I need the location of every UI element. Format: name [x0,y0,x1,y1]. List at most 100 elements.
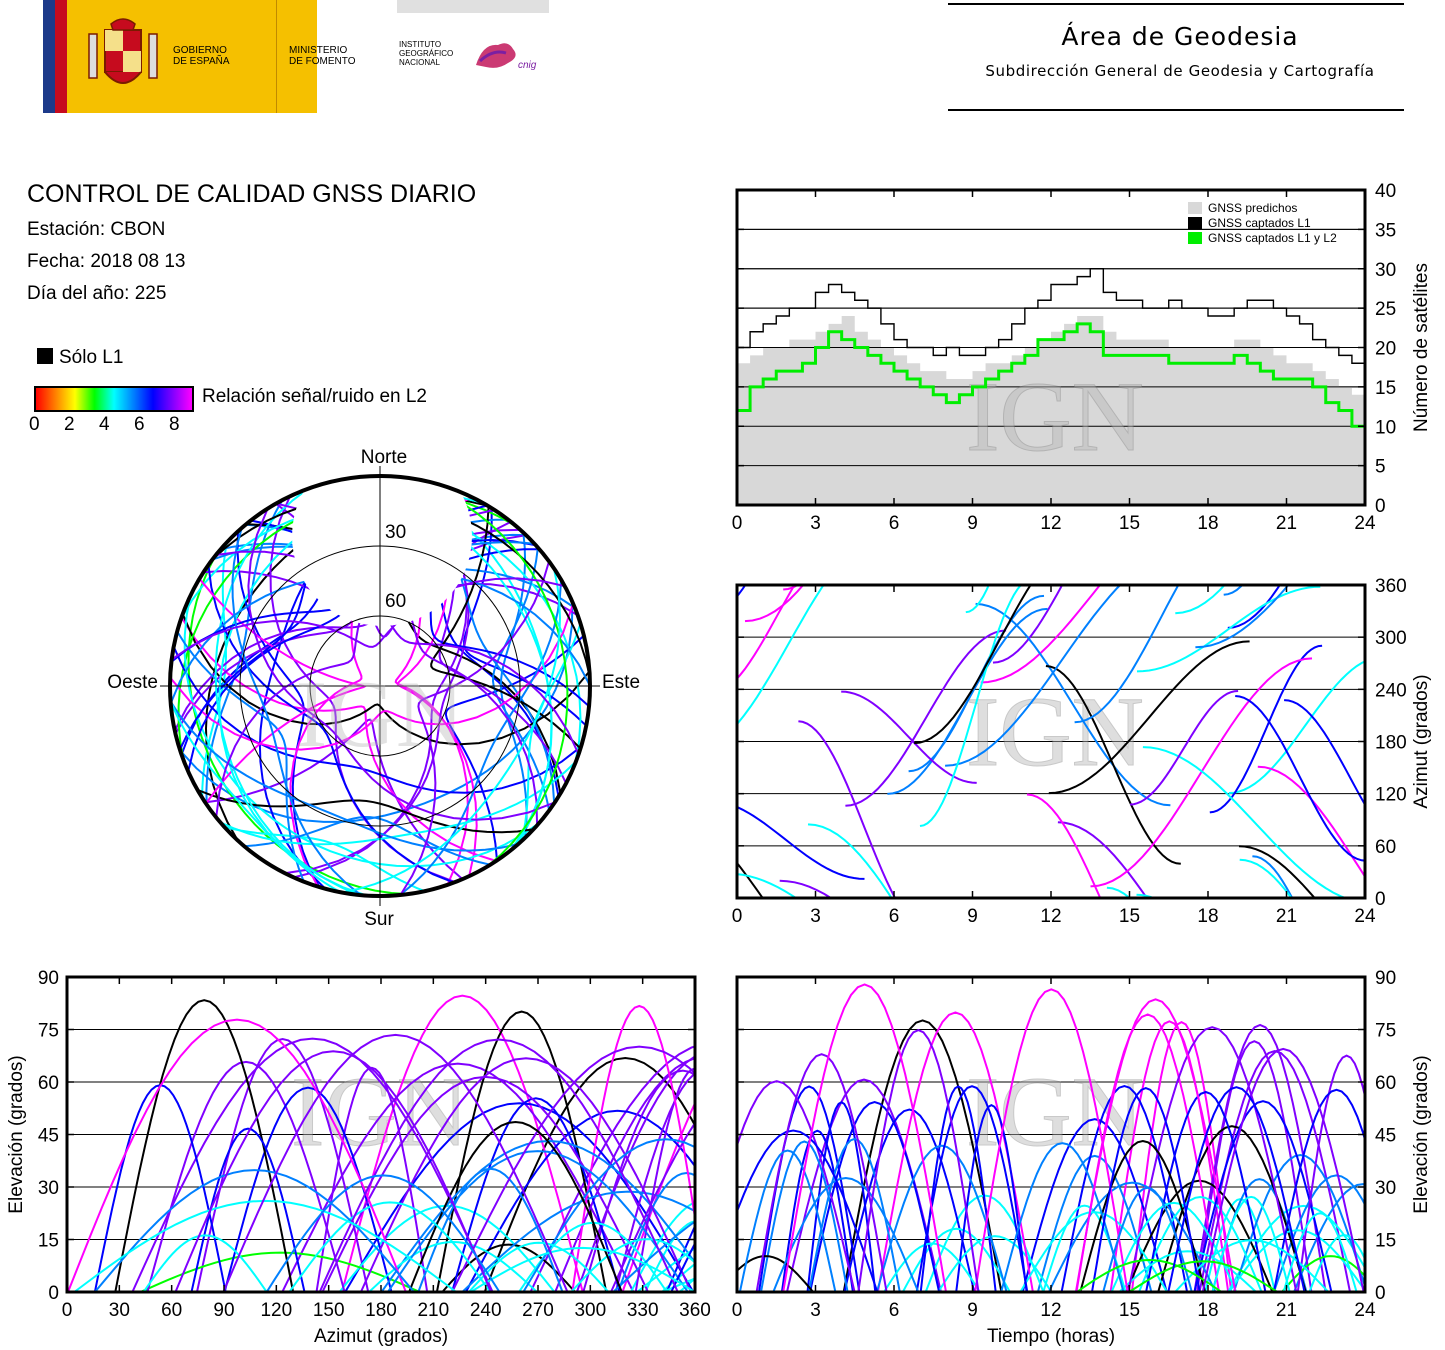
azt-xtick-label: 18 [1197,906,1218,925]
count-ytick-label: 15 [1375,378,1396,399]
azimuth-track [845,629,1007,807]
azimuth-track [914,585,1032,745]
azt-xtick-label: 6 [889,906,900,925]
skyplot-track [223,825,426,893]
count-ytick-label: 20 [1375,339,1396,360]
elevation-azimuth-track [222,1033,569,1292]
elevation-time-track [843,1108,976,1292]
elevation-time-track [758,1085,861,1292]
elevation-azimuth-track [571,1004,695,1292]
elevation-time-track [1076,1258,1222,1292]
elt-xlabel: Tiempo (horas) [987,1326,1115,1347]
elaz-ylabel: Elevación (grados) [6,1055,27,1213]
elevation-azimuth-track [93,1084,227,1292]
azimuth-track [1228,660,1365,794]
l1-count-line [737,268,1366,364]
azimuth-track [779,879,833,898]
elevation-time-track [1308,1234,1365,1292]
elevation-time-track [1196,1040,1313,1292]
elevation-time-track [1201,1047,1365,1292]
skyplot-north-gap [292,446,472,626]
azimuth-track [992,585,1064,664]
elevation-time-track [1021,1118,1168,1292]
count-xtick-label: 0 [732,513,743,530]
skyplot-track [499,532,528,838]
elevation-time-track [1272,1174,1365,1292]
elevation-time-track [915,1085,1029,1292]
count-legend-swatch [1188,202,1202,214]
gobierno-text: GOBIERNO DE ESPAÑA [173,45,230,67]
elevation-azimuth-track [73,1199,457,1292]
elevation-azimuth-track [465,1109,695,1292]
elt-xtick-label: 18 [1197,1300,1218,1321]
azimuth-track [1057,821,1148,898]
skyplot-chart: IGN Norte Sur Oeste Este 30 60 [107,446,640,930]
elevation-azimuth-track [146,1060,346,1292]
elevation-azimuth-track [67,1018,407,1292]
azimuth-track [945,585,1122,767]
elevation-azimuth-track [468,1241,610,1292]
elaz-xtick-label: 210 [417,1300,449,1321]
elevation-time-track [937,1235,1053,1292]
azimuth-track [1227,585,1281,629]
azimuth-track [1045,665,1181,865]
elevation-azimuth-track [617,1171,695,1292]
elevation-azimuth-track [94,1169,415,1292]
azimuth-track [1026,793,1102,898]
elevation-time-track [883,1242,981,1292]
elt-xtick-label: 24 [1354,1300,1376,1321]
azt-xtick-label: 15 [1119,906,1140,925]
elevation-time-track [782,983,947,1292]
azt-ytick-label: 240 [1375,680,1407,701]
skyplot-west-label: Oeste [107,672,158,693]
page-subtitle: Subdirección General de Geodesia y Carto… [985,62,1375,80]
azimuth-track [737,585,796,681]
snr-tick-6: 6 [134,414,145,435]
elevation-time-track [1272,1088,1365,1292]
elt-ytick-label: 45 [1375,1126,1396,1147]
elevation-time-track [1128,1260,1278,1292]
elevation-time-track [1228,1229,1365,1292]
skyplot-track [491,547,551,811]
elevation-time-track [1281,1255,1365,1292]
skyplot-track [214,487,360,896]
snr-tick-2: 2 [64,414,75,435]
snr-label: Relación señal/ruido en L2 [202,386,427,407]
count-xtick-label: 21 [1276,513,1297,530]
azt-ytick-label: 60 [1375,837,1396,858]
skyplot-watermark: IGN [296,661,465,767]
skyplot-track [181,613,590,746]
elevation-azimuth-track [435,1010,608,1292]
elevation-time-track [1193,1100,1333,1292]
skyplot-track [430,506,582,750]
snr-colorbar [34,386,194,412]
elaz-xtick-label: 360 [679,1300,711,1321]
count-watermark: IGN [966,361,1144,472]
skyplot-ring-30-label: 30 [385,522,406,543]
elevation-time-track [737,1129,879,1292]
logo-divider [276,0,277,113]
skyplot-track [398,476,569,868]
azimuth-track [1239,858,1293,898]
skyplot-track [247,508,556,821]
skyplot-south-label: Sur [364,909,394,930]
elevation-time-track [1102,1186,1193,1292]
elt-xtick-label: 21 [1276,1300,1297,1321]
skyplot-track [207,564,455,884]
elevation-time-track [919,1085,997,1292]
count-ytick-label: 5 [1375,457,1386,478]
azt-ytick-label: 180 [1375,733,1407,754]
instituto-text: INSTITUTO GEOGRÁFICO NACIONAL [399,40,454,67]
elevation-azimuth-track [139,1251,421,1292]
elevation-time-track [737,1255,814,1292]
azt-ytick-label: 300 [1375,628,1407,649]
header-rule-bottom [948,109,1404,111]
elt-ytick-label: 0 [1375,1283,1386,1304]
elevation-azimuth-track [344,1102,695,1292]
count-xtick-label: 6 [889,513,900,530]
elevation-time-track [780,1129,854,1292]
skyplot-north-label: Norte [361,447,407,468]
elaz-xtick-label: 60 [161,1300,182,1321]
